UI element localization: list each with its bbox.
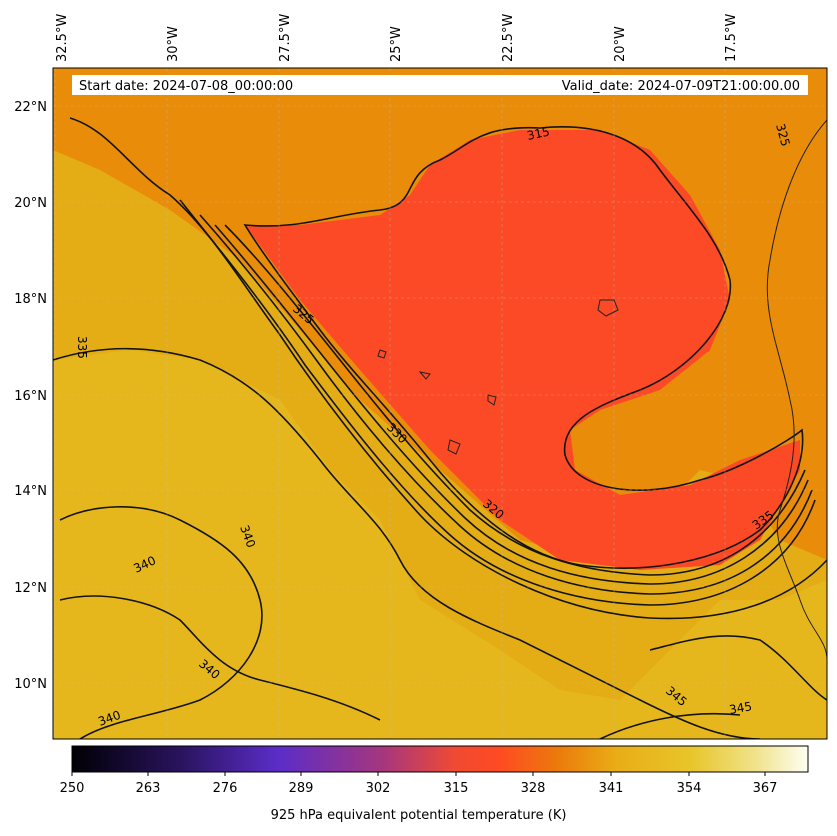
graticule bbox=[53, 68, 827, 739]
contour-345 bbox=[599, 635, 827, 739]
lon-label: 20°W bbox=[613, 26, 628, 62]
contour-label: 335 bbox=[75, 336, 89, 359]
contour-label: 315 bbox=[526, 124, 551, 142]
lat-label: 14°N bbox=[14, 484, 47, 499]
colorbar-ticks: 250 263 276 289 302 315 328 341 354 367 bbox=[60, 772, 778, 796]
contour-340-c bbox=[59, 595, 381, 721]
colorbar-tick-label: 302 bbox=[366, 781, 391, 796]
lat-label: 10°N bbox=[14, 677, 47, 692]
lon-label: 30°W bbox=[166, 26, 181, 62]
lon-label: 22.5°W bbox=[501, 14, 516, 62]
colorbar-tick-label: 263 bbox=[136, 781, 161, 796]
contour-330 bbox=[179, 199, 816, 606]
colorbar-tick-label: 315 bbox=[444, 781, 469, 796]
african-coastline bbox=[766, 119, 827, 661]
colorbar-tick-label: 367 bbox=[753, 781, 778, 796]
lon-label: 17.5°W bbox=[724, 14, 739, 62]
contour-label: 345 bbox=[728, 699, 753, 717]
lon-label: 25°W bbox=[389, 26, 404, 62]
contour-325 bbox=[199, 214, 813, 595]
contour-label: 325 bbox=[773, 122, 792, 148]
colorbar bbox=[71, 745, 809, 773]
coastlines bbox=[377, 119, 827, 661]
colorbar-tick-label: 250 bbox=[60, 781, 85, 796]
lat-label: 18°N bbox=[14, 292, 47, 307]
contour-340-a bbox=[53, 348, 761, 739]
contour-315 bbox=[243, 126, 804, 569]
map-frame bbox=[52, 67, 828, 740]
colorbar-title: 925 hPa equivalent potential temperature… bbox=[270, 808, 567, 823]
contour-320-b bbox=[214, 224, 809, 585]
start-date-label: Start date: 2024-07-08_00:00:00 bbox=[79, 79, 293, 94]
field-red-core bbox=[245, 130, 800, 570]
contour-lines bbox=[53, 117, 827, 739]
colorbar-tick-label: 289 bbox=[289, 781, 314, 796]
colorbar-tick-label: 354 bbox=[677, 781, 702, 796]
cape-verde-islands bbox=[377, 299, 619, 455]
colorbar-tick-label: 276 bbox=[213, 781, 238, 796]
info-box bbox=[72, 75, 808, 95]
lat-label: 22°N bbox=[14, 100, 47, 115]
lon-label: 32.5°W bbox=[55, 14, 70, 62]
colorbar-tick-label: 328 bbox=[521, 781, 546, 796]
lon-label: 27.5°W bbox=[278, 14, 293, 62]
lat-label: 12°N bbox=[14, 581, 47, 596]
field-yellow-tongue bbox=[53, 350, 827, 739]
contour-340-b bbox=[59, 506, 263, 739]
valid-date-label: Valid_date: 2024-07-09T21:00:00.00 bbox=[562, 79, 800, 94]
longitude-labels: 32.5°W 30°W 27.5°W 25°W 22.5°W 20°W 17.5… bbox=[55, 14, 739, 62]
contour-320-a bbox=[224, 224, 806, 576]
lat-label: 20°N bbox=[14, 196, 47, 211]
lat-label: 16°N bbox=[14, 389, 47, 404]
contour-335 bbox=[69, 117, 827, 620]
colorbar-tick-label: 341 bbox=[599, 781, 624, 796]
latitude-labels: 22°N 20°N 18°N 16°N 14°N 12°N 10°N bbox=[14, 100, 47, 692]
map-field: 315 325 325 335 330 320 335 340 340 340 … bbox=[53, 68, 827, 739]
